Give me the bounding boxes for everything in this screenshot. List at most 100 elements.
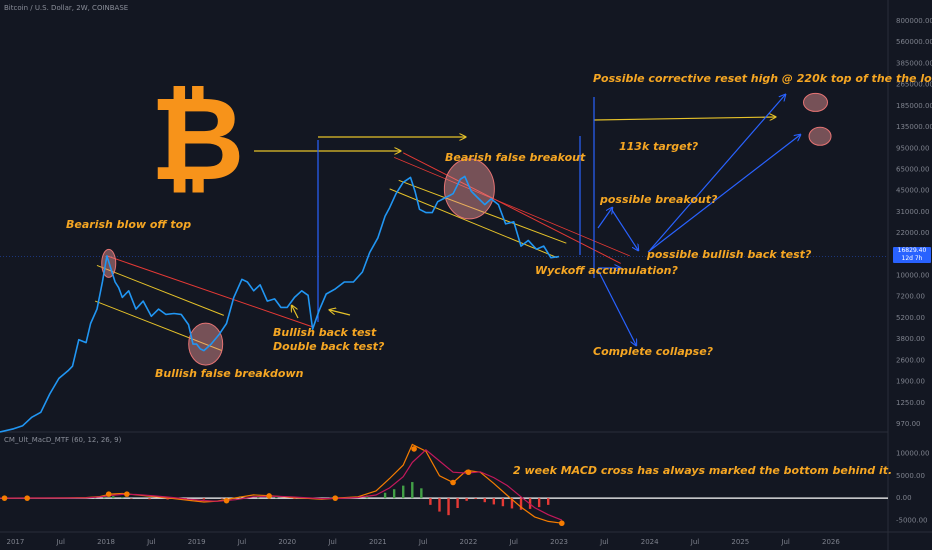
price-tick-label: 970.00 xyxy=(896,420,921,428)
macd-line xyxy=(0,443,562,524)
blue-arrow-to-220k xyxy=(649,95,785,251)
blue-arrow-breakout-up xyxy=(597,208,612,229)
macd-histogram-bar xyxy=(202,498,206,500)
macd-histogram-bar xyxy=(510,498,514,509)
price-tick-label: 5200.00 xyxy=(896,314,925,322)
channel-2018-resistance xyxy=(106,255,313,328)
macd-histogram-bar xyxy=(411,482,414,499)
price-tick-label: 2600.00 xyxy=(896,356,925,364)
price-tick-label: 3800.00 xyxy=(896,335,925,343)
price-tick-label: 10000.00 xyxy=(896,272,929,280)
price-tick-label: 135000.00 xyxy=(896,123,932,131)
annotation-macd-cross-note: 2 week MACD cross has always marked the … xyxy=(513,464,893,477)
macd-histogram-bar xyxy=(547,498,550,505)
annotation-possible-reset-high: Possible corrective reset high @ 220k to… xyxy=(593,72,932,85)
blue-arrow-to-113k xyxy=(647,135,800,253)
macd-indicator-title: CM_Ult_MacD_MTF (60, 12, 26, 9) xyxy=(4,436,122,444)
macd-histogram-bar xyxy=(392,489,396,499)
time-tick-label: Jul xyxy=(690,538,700,546)
yellow-arrow-backtest xyxy=(292,306,299,319)
price-tick-label: 22000.00 xyxy=(896,229,929,237)
macd-cross-marker xyxy=(105,491,112,497)
time-tick-label: 2022 xyxy=(460,538,478,546)
macd-cross-marker xyxy=(1,495,8,501)
blue-arrow-backtest xyxy=(611,209,638,250)
macd-cross-marker xyxy=(411,446,417,452)
annotation-wyckoff-accumulation: Wyckoff accumulation? xyxy=(535,264,678,277)
macd-tick-label: 0.00 xyxy=(896,494,912,502)
price-tick-label: 1900.00 xyxy=(896,378,925,386)
macd-tick-label: -5000.00 xyxy=(896,517,927,525)
bitcoin-logo-icon: ₿ xyxy=(150,72,245,207)
target-circle-113k xyxy=(808,126,832,146)
time-tick-label: Jul xyxy=(418,538,428,546)
time-tick-label: 2023 xyxy=(550,538,568,546)
annotation-possible-bullish-back-test: possible bullish back test? xyxy=(647,248,812,261)
macd-histogram-bar xyxy=(465,498,468,501)
blue-arrow-collapse xyxy=(597,269,636,345)
price-tick-label: 560000.00 xyxy=(896,38,932,46)
time-tick-label: Jul xyxy=(55,538,65,546)
macd-histogram-bar xyxy=(519,498,523,510)
macd-histogram-bar xyxy=(112,496,115,499)
time-tick-label: 2020 xyxy=(278,538,296,546)
macd-histogram-bar xyxy=(492,498,496,505)
annotation-bearish-false-breakout: Bearish false breakout xyxy=(445,151,586,164)
price-tick-label: 265000.00 xyxy=(896,81,932,89)
channel-2018-upper xyxy=(96,264,224,316)
price-tick-label: 31000.00 xyxy=(896,208,929,216)
macd-cross-marker xyxy=(450,479,456,486)
time-tick-label: Jul xyxy=(146,538,156,546)
time-tick-label: 2024 xyxy=(641,538,659,546)
time-tick-label: 2021 xyxy=(369,538,387,546)
time-tick-label: Jul xyxy=(237,538,247,546)
macd-histogram-bar xyxy=(166,498,169,500)
annotation-bearish-blow-off-top: Bearish blow off top xyxy=(66,218,192,231)
last-price-value: 16829.40 xyxy=(897,247,927,254)
macd-histogram-bar xyxy=(483,498,486,503)
price-tick-label: 95000.00 xyxy=(896,144,929,152)
annotation-possible-breakout: possible breakout? xyxy=(600,193,718,206)
macd-cross-marker xyxy=(266,493,272,499)
time-tick-label: 2017 xyxy=(6,538,24,546)
time-tick-label: 2019 xyxy=(188,538,206,546)
signal-line xyxy=(0,449,563,521)
macd-histogram-bar xyxy=(474,498,477,500)
price-tick-label: 45000.00 xyxy=(896,187,929,195)
yellow-arrow-double-backtest xyxy=(330,310,351,316)
macd-tick-label: 10000.00 xyxy=(896,449,929,457)
channel-2022-resistance-2 xyxy=(394,156,630,257)
macd-cross-marker xyxy=(223,497,230,504)
macd-histogram-bar xyxy=(103,496,106,499)
false-breakdown-circle xyxy=(188,322,224,366)
time-tick-label: Jul xyxy=(780,538,790,546)
price-tick-label: 7200.00 xyxy=(896,293,925,301)
macd-histogram-bar xyxy=(438,498,441,512)
channel-2022-upper xyxy=(398,179,567,244)
time-tick-label: 2025 xyxy=(731,538,749,546)
macd-histogram-bar xyxy=(456,498,459,508)
macd-histogram-bar xyxy=(383,492,387,499)
time-tick-label: 2018 xyxy=(97,538,115,546)
macd-histogram-bar xyxy=(429,498,432,505)
time-tick-label: Jul xyxy=(327,538,337,546)
price-tick-label: 800000.00 xyxy=(896,17,932,25)
macd-cross-marker xyxy=(24,495,30,501)
macd-histogram-bar xyxy=(402,485,405,499)
macd-histogram-bar xyxy=(501,498,505,507)
macd-histogram-bar xyxy=(447,498,450,516)
channel-2022-resistance xyxy=(402,152,621,264)
macd-histogram-bar xyxy=(148,498,151,500)
time-tick-label: 2026 xyxy=(822,538,840,546)
macd-histogram-bar xyxy=(275,497,278,499)
time-tick-label: Jul xyxy=(509,538,519,546)
annotation-bullish-false-breakdown: Bullish false breakdown xyxy=(155,367,304,380)
macd-cross-marker xyxy=(465,469,472,476)
annotation-complete-collapse: Complete collapse? xyxy=(593,345,714,358)
macd-histogram-bar xyxy=(537,498,541,508)
macd-cross-marker xyxy=(124,491,130,497)
macd-histogram-bar xyxy=(420,488,423,499)
price-tick-label: 65000.00 xyxy=(896,165,929,173)
price-tick-label: 1250.00 xyxy=(896,399,925,407)
